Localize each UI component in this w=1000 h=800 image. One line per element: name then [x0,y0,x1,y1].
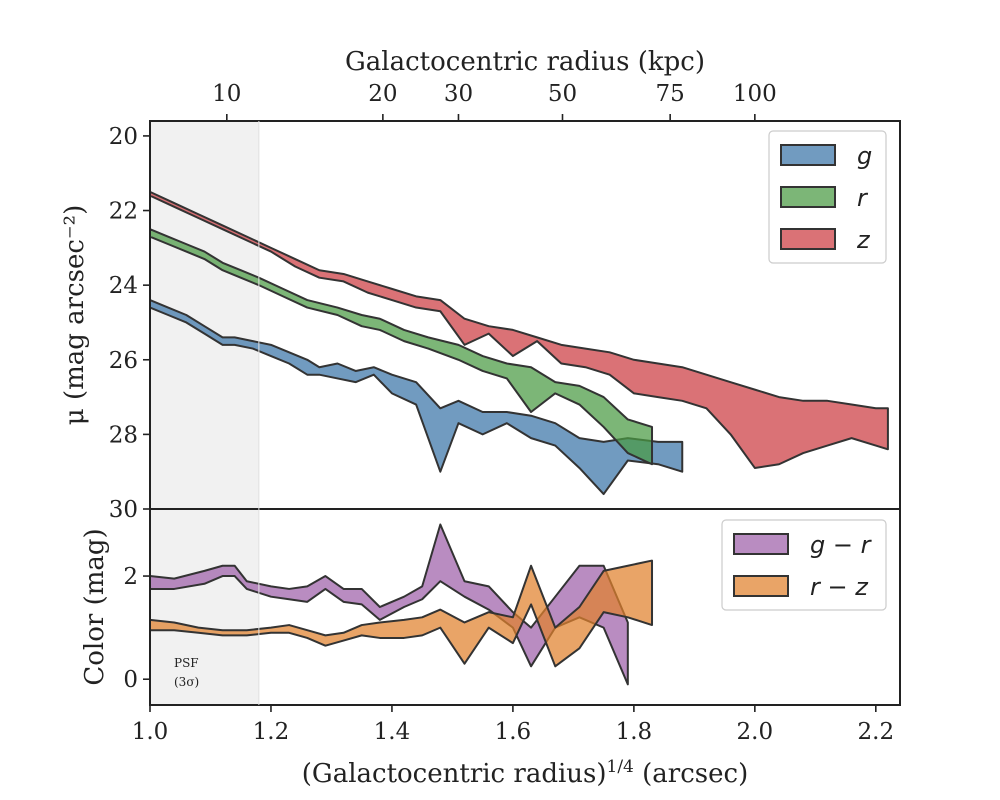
top-x-tick-label: 50 [548,81,577,107]
psf-note-sigma: (3σ) [174,675,199,689]
legend-label-0: g [857,142,872,170]
band-gr-bot-bands [149,523,629,686]
band-g-top-bands [149,299,684,496]
top-x-tick-label: 30 [444,81,473,107]
legend-swatch-0 [733,533,789,555]
legend-label-0: g − r [810,531,873,559]
top-x-tick-label: 75 [656,81,685,107]
x-axis-title: (Galactocentric radius)1/4 (arcsec) [302,757,748,789]
x-tick-label: 2.2 [858,719,895,745]
legend-label-2: z [856,226,871,254]
legend-label-1: r − z [810,573,869,601]
top-y-tick-label: 28 [109,422,138,448]
x-axis-ticks: 1.0 1.2 1.4 1.6 1.8 2.0 2.2 [132,705,894,745]
band-rz-bot-bands [149,559,654,668]
top-y-tick-label: 20 [109,124,138,150]
legend-label-1: r [857,184,869,212]
legend-swatch-0 [780,144,836,166]
legend-swatch-1 [780,186,836,208]
bottom-panel-psf-region [150,509,259,705]
x-tick-label: 1.6 [495,719,532,745]
bottom-panel-frame [149,508,901,706]
top-y-tick-label: 22 [109,199,138,225]
x-tick-label: 1.8 [616,719,653,745]
bottom-panel-y-ticks: 02 [123,564,150,693]
top-panel-y-ticks: 20 22 24 26 28 30 [109,124,150,523]
top-x-axis-title: Galactocentric radius (kpc) [345,47,705,77]
top-y-tick-label: 30 [109,497,138,523]
top-x-tick-label: 100 [733,81,777,107]
band-r-top-bands [149,228,654,466]
top-x-tick-label: 10 [212,81,241,107]
top-legend: grz [768,130,887,264]
bottom-y-tick-label: 2 [123,564,138,590]
top-x-axis-ticks: 10 20 30 50 75 100 [212,81,777,121]
bottom-y-axis-title: Color (mag) [80,528,110,685]
x-tick-label: 1.0 [132,719,169,745]
legend-swatch-2 [780,228,836,250]
bottom-panel: 02 1.0 1.2 1.4 1.6 1.8 2.0 2.2 (Galactocentric… [80,508,901,789]
bottom-y-tick-label: 0 [123,667,138,693]
psf-note-label: PSF [174,656,199,670]
bottom-legend: g − r r − z [721,519,887,611]
x-tick-label: 2.0 [737,719,774,745]
legend-swatch-1 [733,575,789,597]
top-y-tick-label: 24 [109,273,138,299]
top-y-axis-title: μ (mag arcsec⁻²) [60,205,90,425]
top-y-tick-label: 26 [109,348,138,374]
band-z-top-bands [149,190,889,469]
top-x-tick-label: 20 [368,81,397,107]
x-tick-label: 1.4 [374,719,411,745]
bottom-panel-bands [149,523,654,686]
top-panel: 20 22 24 26 28 30 10 20 30 50 75 100 Galactocentri… [60,47,901,523]
top-panel-bands [149,190,889,496]
x-tick-label: 1.2 [253,719,290,745]
